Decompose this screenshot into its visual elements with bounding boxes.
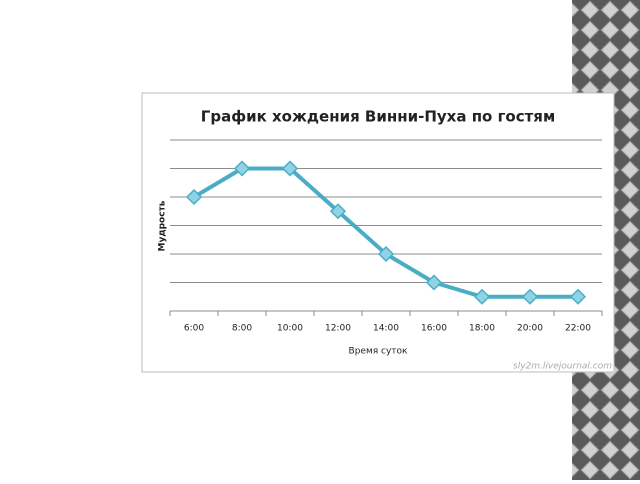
x-tick-label: 16:00 xyxy=(421,324,447,334)
watermark: sly2m.livejournal.com xyxy=(513,362,612,372)
x-tick-label: 6:00 xyxy=(184,324,204,334)
data-point xyxy=(185,188,203,206)
x-tick-label: 8:00 xyxy=(232,324,252,334)
data-point xyxy=(569,288,587,305)
data-point xyxy=(281,160,299,177)
x-tick-label: 14:00 xyxy=(373,324,399,334)
y-axis-label: Мудрость xyxy=(158,200,168,251)
x-tick-label: 22:00 xyxy=(565,324,591,334)
x-tick-label: 12:00 xyxy=(325,324,351,334)
x-axis-label: Время суток xyxy=(349,347,409,357)
x-tick-label: 20:00 xyxy=(517,324,543,334)
data-point xyxy=(521,288,539,305)
x-tick-label: 10:00 xyxy=(277,324,303,334)
data-point xyxy=(377,245,395,263)
data-point xyxy=(329,203,347,220)
data-point xyxy=(233,160,251,177)
chart-title: График хождения Винни-Пуха по гостям xyxy=(201,108,555,126)
data-point xyxy=(425,274,443,291)
x-tick-label: 18:00 xyxy=(469,324,495,334)
data-point xyxy=(473,288,491,305)
